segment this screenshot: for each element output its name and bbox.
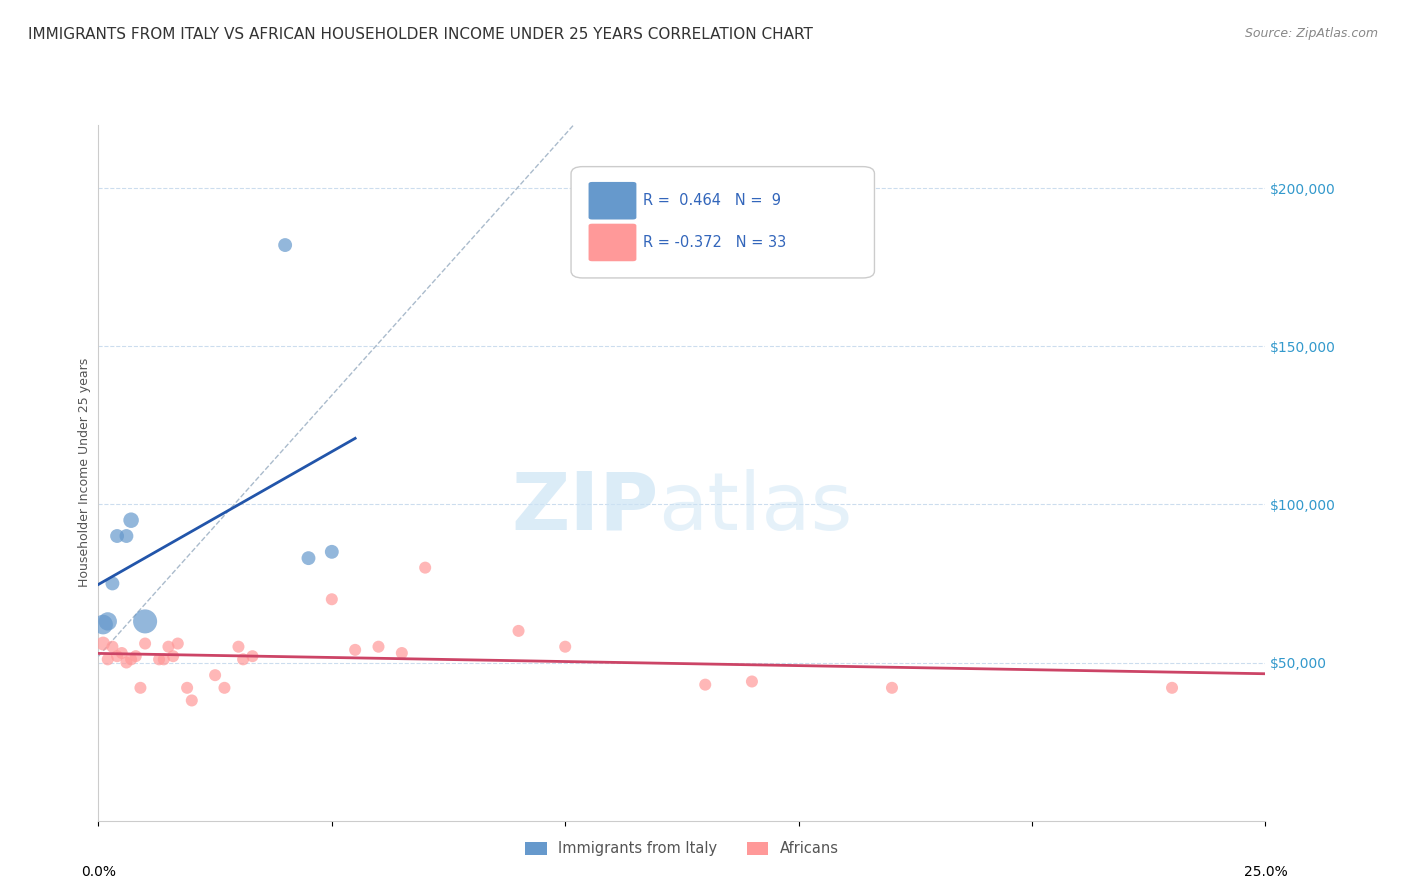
Point <box>157 640 180 654</box>
Point <box>97 652 120 666</box>
FancyBboxPatch shape <box>571 167 875 278</box>
Y-axis label: Householder Income Under 25 years: Householder Income Under 25 years <box>79 358 91 588</box>
Point <box>214 681 236 695</box>
Point <box>232 652 254 666</box>
Point <box>321 545 343 559</box>
Point <box>101 640 124 654</box>
Point <box>741 674 763 689</box>
FancyBboxPatch shape <box>589 182 637 219</box>
Point <box>204 668 226 682</box>
Point <box>162 649 184 664</box>
Text: ZIP: ZIP <box>512 468 658 547</box>
Text: Source: ZipAtlas.com: Source: ZipAtlas.com <box>1244 27 1378 40</box>
Point <box>97 615 120 629</box>
Point <box>105 529 128 543</box>
Point <box>134 636 156 650</box>
Point <box>101 576 124 591</box>
Point <box>120 513 142 527</box>
Point <box>176 681 198 695</box>
Point <box>129 681 152 695</box>
Point <box>274 238 297 252</box>
Point <box>242 649 264 664</box>
Point <box>297 551 319 566</box>
Text: R =  0.464   N =  9: R = 0.464 N = 9 <box>644 194 782 208</box>
Point <box>228 640 250 654</box>
Point <box>554 640 576 654</box>
Point <box>91 617 114 632</box>
Point <box>344 643 367 657</box>
Point <box>115 529 138 543</box>
Point <box>120 652 142 666</box>
Text: atlas: atlas <box>658 468 853 547</box>
Point <box>152 652 174 666</box>
Text: 25.0%: 25.0% <box>1243 865 1288 879</box>
Point <box>105 649 128 664</box>
Point <box>880 681 903 695</box>
Point <box>134 615 156 629</box>
Text: R = -0.372   N = 33: R = -0.372 N = 33 <box>644 235 786 250</box>
Point <box>125 649 148 664</box>
Text: 0.0%: 0.0% <box>82 865 115 879</box>
FancyBboxPatch shape <box>589 224 637 261</box>
Point <box>391 646 413 660</box>
Point <box>91 636 114 650</box>
Point <box>321 592 343 607</box>
Text: IMMIGRANTS FROM ITALY VS AFRICAN HOUSEHOLDER INCOME UNDER 25 YEARS CORRELATION C: IMMIGRANTS FROM ITALY VS AFRICAN HOUSEHO… <box>28 27 813 42</box>
Point <box>367 640 389 654</box>
Point <box>1161 681 1184 695</box>
Point <box>695 678 717 692</box>
Legend: Immigrants from Italy, Africans: Immigrants from Italy, Africans <box>519 836 845 862</box>
Point <box>111 646 134 660</box>
Point <box>115 656 138 670</box>
Point <box>148 652 170 666</box>
Point <box>166 636 188 650</box>
Point <box>508 624 530 638</box>
Point <box>180 693 202 707</box>
Point <box>413 560 436 574</box>
